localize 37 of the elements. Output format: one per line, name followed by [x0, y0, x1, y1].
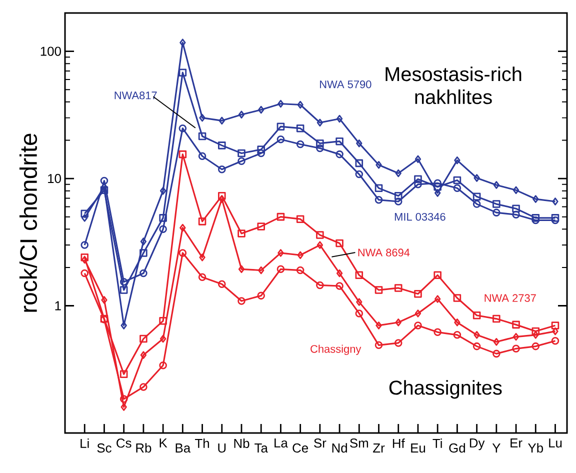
- x-tick-label: Ba: [176, 444, 191, 453]
- annotation: Mesostasis-rich nakhlites: [386, 66, 522, 104]
- x-tick-label: La: [274, 438, 288, 448]
- x-tick-label: Er: [510, 438, 522, 448]
- x-tick-label: Li: [80, 438, 89, 448]
- x-tick-label: U: [218, 444, 226, 453]
- x-tick-label: Dy: [470, 438, 485, 450]
- series-label: NWA 2737: [484, 294, 536, 302]
- x-tick-label: Nd: [332, 443, 347, 453]
- x-tick-label: Y: [492, 444, 500, 452]
- x-tick-label: Sm: [350, 438, 368, 448]
- x-tick-label: Eu: [411, 444, 426, 453]
- series-label: MIL 03346: [394, 212, 446, 221]
- text: NWA817: [114, 92, 157, 100]
- y-tick-label: 10: [48, 174, 61, 184]
- x-tick-label: Cs: [116, 438, 132, 448]
- y-tick-label: 100: [40, 46, 61, 56]
- x-tick-label: Th: [195, 438, 209, 448]
- x-tick-label: Nb: [234, 438, 250, 448]
- text: NWA 5790: [320, 80, 372, 88]
- x-tick-label: Gd: [449, 443, 466, 453]
- x-tick-label: K: [160, 438, 168, 448]
- x-tick-label: Sr: [314, 438, 326, 448]
- x-tick-label: Ti: [432, 438, 442, 448]
- x-tick-label: Rb: [136, 443, 152, 453]
- text: NWA 8694: [358, 248, 410, 256]
- y-tick-label: 1: [55, 301, 61, 310]
- x-tick-label: Zr: [373, 444, 385, 452]
- x-tick-label: Ce: [292, 443, 308, 453]
- x-tick-label: Sc: [97, 443, 112, 453]
- x-tick-label: Ta: [254, 444, 268, 453]
- x-tick-label: Hf: [392, 438, 405, 448]
- y-axis-title: rock/CI chondrite: [19, 134, 38, 312]
- series-label: Chassigny: [310, 344, 362, 355]
- x-tick-label: Yb: [528, 443, 544, 453]
- annotation: Chassignites: [389, 380, 502, 399]
- x-tick-label: Lu: [549, 438, 562, 448]
